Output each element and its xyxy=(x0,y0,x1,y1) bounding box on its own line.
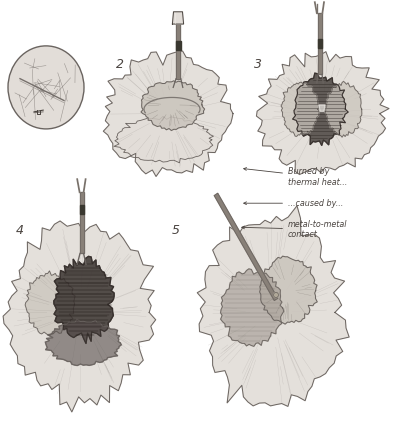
Circle shape xyxy=(8,46,84,129)
Polygon shape xyxy=(256,52,389,174)
Bar xyxy=(176,41,181,50)
Polygon shape xyxy=(25,271,75,336)
Text: Burned by
thermal heat...: Burned by thermal heat... xyxy=(244,167,347,187)
Polygon shape xyxy=(103,51,233,177)
Polygon shape xyxy=(80,192,84,253)
Polygon shape xyxy=(220,269,284,347)
Text: metal-to-metal
contact: metal-to-metal contact xyxy=(242,220,348,239)
Bar xyxy=(80,205,84,214)
Polygon shape xyxy=(260,256,317,324)
Text: 5: 5 xyxy=(172,224,180,237)
Polygon shape xyxy=(281,82,319,136)
Polygon shape xyxy=(141,81,205,131)
Polygon shape xyxy=(319,105,325,111)
Text: 2: 2 xyxy=(116,58,124,71)
Text: 4: 4 xyxy=(16,224,24,237)
Polygon shape xyxy=(114,116,214,163)
Polygon shape xyxy=(293,73,348,146)
Polygon shape xyxy=(176,13,180,79)
Polygon shape xyxy=(45,319,121,366)
Polygon shape xyxy=(3,221,156,412)
Polygon shape xyxy=(54,257,114,343)
Polygon shape xyxy=(325,81,362,137)
Circle shape xyxy=(274,292,278,298)
Text: ...caused by...: ...caused by... xyxy=(244,199,343,208)
Polygon shape xyxy=(318,13,322,74)
Polygon shape xyxy=(197,206,349,406)
Polygon shape xyxy=(214,193,278,301)
Text: 3: 3 xyxy=(254,58,262,71)
Polygon shape xyxy=(172,12,184,24)
Bar xyxy=(318,39,322,48)
